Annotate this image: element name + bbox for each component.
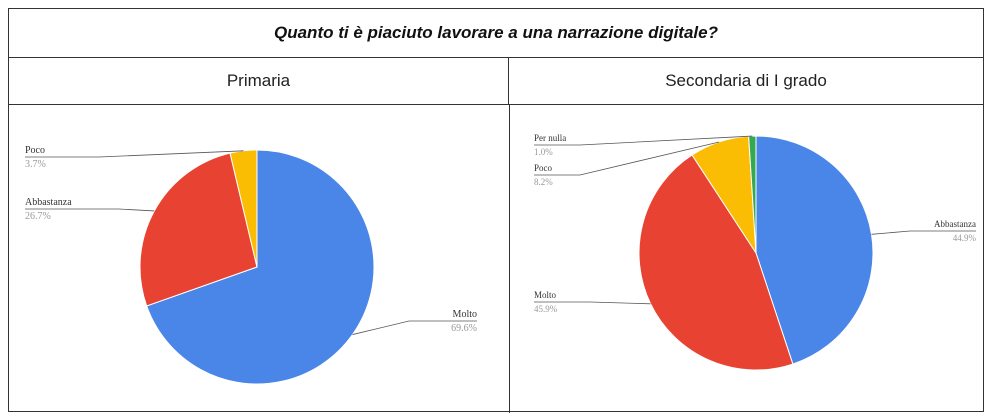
leader-line-poco xyxy=(25,150,244,158)
pie-svg-secondaria: Abbastanza 44.9% Molto 45.9% Poco 8.2% Per nul… xyxy=(534,133,977,371)
slice-label-poco: Poco xyxy=(25,145,45,156)
slice-label-abbastanza: Abbastanza xyxy=(25,197,72,208)
pie-svg-primaria: Molto 69.6% Abbastanza 26.7% Poco 3.7% xyxy=(25,145,477,385)
leader-line-molto xyxy=(352,320,477,335)
leader-line-abbastanza xyxy=(25,208,155,212)
slice-percent-abbastanza: 44.9% xyxy=(953,233,977,243)
table-title: Quanto ti è piaciuto lavorare a una narr… xyxy=(9,9,983,58)
leader-line-poco xyxy=(534,141,720,176)
leader-line-abbastanza xyxy=(871,230,976,235)
column-divider xyxy=(509,105,510,413)
pie-chart-secondaria: Abbastanza 44.9% Molto 45.9% Poco 8.2% Per nul… xyxy=(510,105,983,413)
slice-label-abbastanza: Abbastanza xyxy=(934,219,976,229)
slice-label-per-nulla: Per nulla xyxy=(534,133,566,143)
pie-chart-primaria: Molto 69.6% Abbastanza 26.7% Poco 3.7% xyxy=(9,105,509,413)
column-header-secondaria: Secondaria di I grado xyxy=(509,57,983,105)
leader-line-per-nulla xyxy=(534,135,753,146)
pie-slice-molto xyxy=(146,149,375,385)
survey-table: Quanto ti è piaciuto lavorare a una narr… xyxy=(8,8,984,413)
leader-line-molto xyxy=(534,301,651,305)
slice-label-molto: Molto xyxy=(534,290,557,300)
slice-label-poco: Poco xyxy=(534,163,553,173)
slice-label-molto: Molto xyxy=(453,309,477,320)
pie-slice-molto xyxy=(638,154,794,371)
slice-percent-poco: 8.2% xyxy=(534,177,553,187)
slice-percent-molto: 45.9% xyxy=(534,304,558,314)
slice-percent-molto: 69.6% xyxy=(451,323,477,334)
slice-percent-poco: 3.7% xyxy=(25,159,46,170)
pie-slice-abbastanza xyxy=(755,135,874,365)
slice-percent-abbastanza: 26.7% xyxy=(25,211,51,222)
slice-percent-per-nulla: 1.0% xyxy=(534,147,553,157)
column-header-primaria: Primaria xyxy=(9,57,509,105)
